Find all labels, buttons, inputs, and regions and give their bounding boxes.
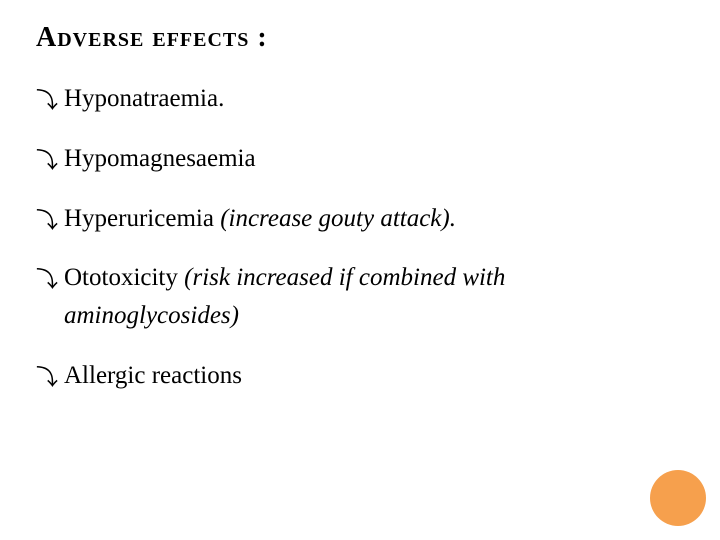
bullet-marker-icon: ⤵: [36, 265, 58, 295]
title-colon: :: [249, 22, 267, 53]
item-main: Ototoxicity: [64, 264, 184, 291]
bullet-marker-icon: ⤵: [36, 206, 58, 236]
list-item: ⤵ Hyperuricemia (increase gouty attack).: [36, 202, 684, 236]
item-note: (risk increased if combined with: [184, 264, 505, 291]
item-main: Allergic reactions: [64, 362, 242, 389]
list-item: ⤵ Ototoxicity (risk increased if combine…: [36, 261, 684, 333]
list-item: ⤵ Hyponatraemia.: [36, 82, 684, 116]
bullet-list: ⤵ Hyponatraemia. ⤵ Hypomagnesaemia ⤵ Hyp…: [36, 82, 684, 393]
bullet-marker-icon: ⤵: [36, 363, 58, 393]
list-item: ⤵ Allergic reactions: [36, 359, 684, 393]
bullet-marker-icon: ⤵: [36, 146, 58, 176]
bullet-marker-icon: ⤵: [36, 86, 58, 116]
item-note: (increase gouty attack).: [220, 205, 456, 232]
slide: Adverse effects : ⤵ Hyponatraemia. ⤵ Hyp…: [0, 0, 720, 540]
title-text: Adverse effects: [36, 22, 249, 53]
list-item: ⤵ Hypomagnesaemia: [36, 142, 684, 176]
item-main: Hypomagnesaemia: [64, 145, 256, 172]
accent-circle-icon: [650, 470, 706, 526]
item-main: Hyponatraemia.: [64, 85, 224, 112]
slide-title: Adverse effects :: [36, 22, 684, 54]
item-main: Hyperuricemia: [64, 205, 220, 232]
item-continuation: aminoglycosides): [64, 299, 684, 333]
